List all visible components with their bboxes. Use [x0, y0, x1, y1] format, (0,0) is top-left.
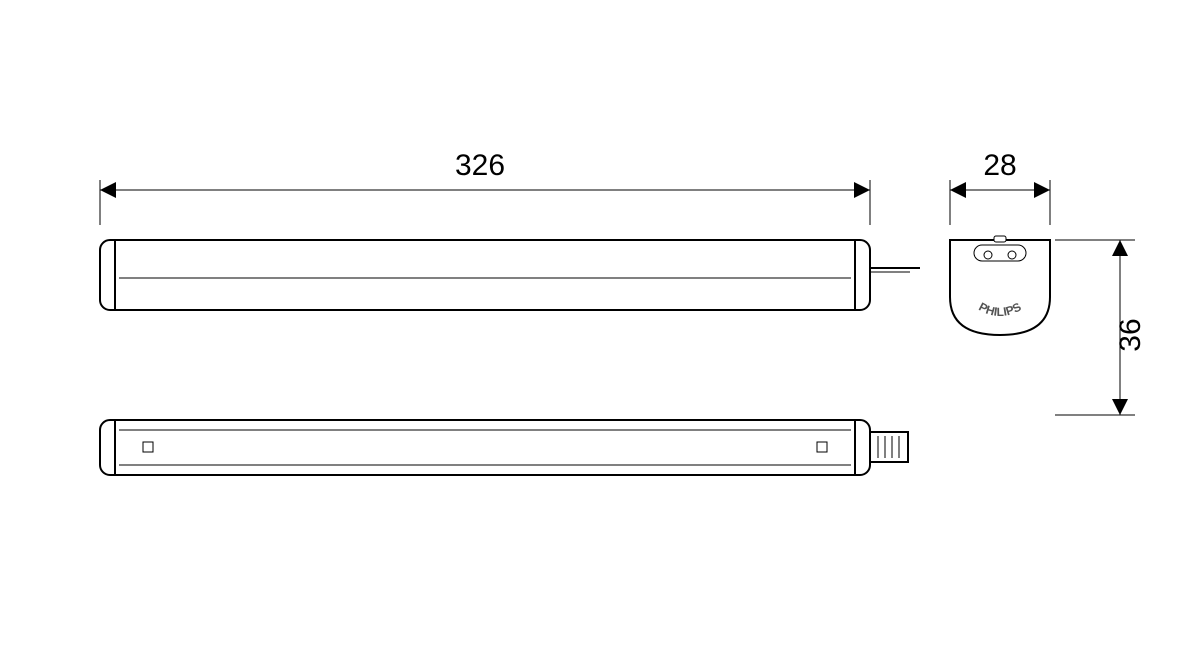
connector [870, 432, 908, 462]
dimension-length: 326 [100, 149, 870, 225]
dimension-height-value: 36 [1114, 318, 1147, 351]
top-view [100, 420, 908, 475]
dimension-length-value: 326 [455, 149, 505, 182]
dimension-width: 28 [950, 149, 1050, 225]
front-view [100, 240, 920, 310]
side-view: PHILIPS [950, 236, 1050, 335]
dimension-width-value: 28 [983, 149, 1016, 182]
dimension-height: 36 [1055, 240, 1147, 415]
